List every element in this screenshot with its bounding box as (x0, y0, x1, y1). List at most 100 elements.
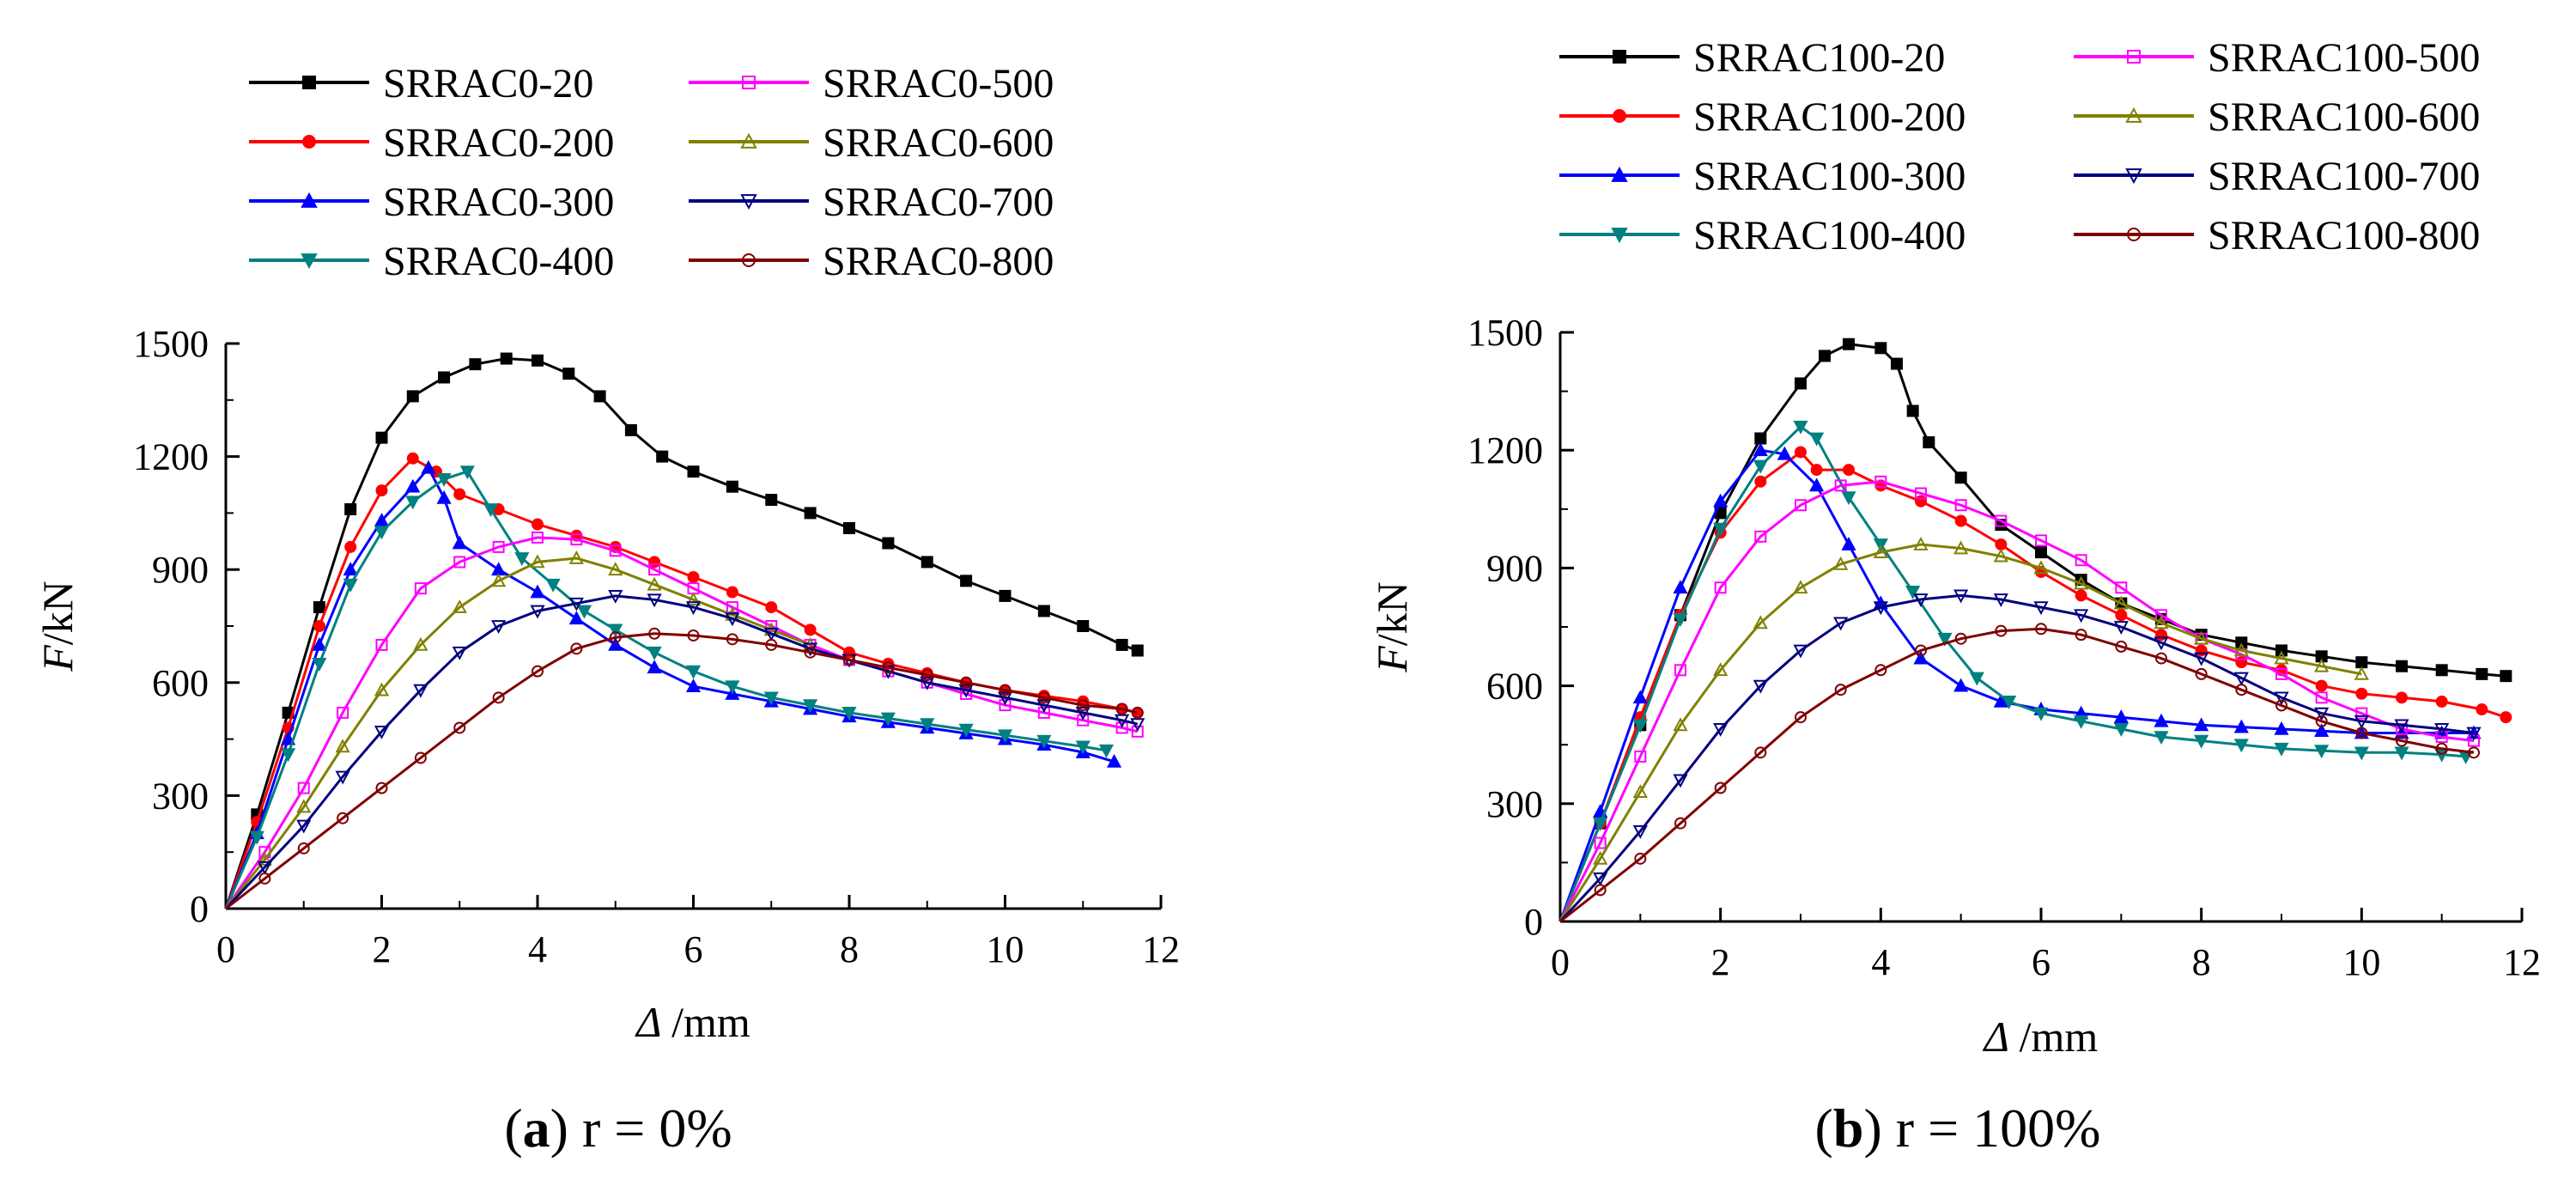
series-SRRAC0-500 (224, 531, 1144, 909)
data-point (483, 503, 499, 518)
data-point (1834, 479, 1847, 492)
x-axis-label: Δ /mm (635, 998, 750, 1046)
data-point (1714, 581, 1727, 594)
panel-caption: (a) r = 0% (504, 1098, 732, 1159)
legend-marker (302, 135, 316, 149)
data-point (880, 712, 896, 727)
data-point (1634, 750, 1647, 763)
data-point (609, 631, 622, 644)
data-point (2396, 691, 2408, 704)
data-point (1995, 514, 2008, 527)
data-point (2235, 636, 2248, 649)
legend-item: SRRAC100-200 (1559, 94, 1965, 140)
data-point (2113, 723, 2129, 737)
data-point (1874, 475, 1887, 488)
data-point (2396, 660, 2408, 672)
data-point (568, 550, 584, 564)
data-point (1754, 746, 1767, 759)
y-axis-symbol: F (1368, 646, 1416, 673)
data-point (725, 612, 740, 627)
data-point (1793, 420, 1808, 435)
data-point (997, 729, 1013, 744)
data-point (413, 636, 428, 651)
data-point (960, 687, 973, 700)
legend-label: SRRAC100-200 (1693, 94, 1965, 140)
data-point (1632, 824, 1648, 839)
data-point (2435, 664, 2448, 677)
x-axis-label: Δ /mm (1983, 1013, 2099, 1061)
data-point (1632, 784, 1648, 798)
data-point (2194, 630, 2209, 645)
data-point (2033, 601, 2049, 616)
x-axis-symbol: Δ (1983, 1013, 2020, 1061)
data-point (375, 638, 388, 651)
data-point (375, 484, 388, 497)
caption-open-paren: ( (1815, 1098, 1833, 1159)
data-point (726, 633, 738, 646)
data-point (687, 629, 700, 642)
data-point (1841, 491, 1856, 506)
data-point (2315, 715, 2328, 727)
data-point (1937, 632, 1953, 647)
caption-text: ) r = 100% (1863, 1098, 2100, 1159)
data-point (647, 646, 662, 660)
data-point (532, 518, 544, 531)
y-tick-label: 600 (152, 662, 209, 704)
x-tick-label: 2 (1711, 941, 1730, 983)
series-line (1558, 424, 2466, 922)
data-point (687, 570, 700, 583)
data-point (1593, 817, 1608, 831)
data-point (312, 636, 327, 651)
data-point (1593, 872, 1608, 886)
data-point (344, 503, 357, 516)
data-point (2075, 554, 2087, 567)
data-point (1906, 404, 1919, 417)
data-point (1713, 662, 1728, 677)
data-point (726, 480, 738, 493)
data-point (2274, 650, 2289, 665)
data-point (453, 721, 466, 734)
data-point (1632, 719, 1648, 733)
legend-marker (2125, 168, 2142, 185)
data-point (1753, 615, 1768, 629)
plot-area (1558, 338, 2512, 923)
data-point (920, 556, 933, 569)
y-tick-label: 0 (190, 888, 209, 930)
y-tick-label: 1500 (133, 323, 209, 365)
data-point (882, 661, 895, 674)
data-point (1873, 601, 1888, 616)
chart-panel-b: 0 300 600 900 1200 1500 0 2 4 6 8 10 12 F/kN Δ /mm SRRA… (1368, 35, 2541, 1159)
data-point (249, 830, 264, 845)
data-point (436, 473, 452, 487)
legend-label: SRRAC100-500 (2208, 35, 2480, 81)
data-point (765, 494, 778, 507)
series-SRRAC0-400 (224, 465, 1115, 909)
data-point (608, 590, 623, 604)
legend-label: SRRAC100-800 (2208, 213, 2480, 258)
y-axis-label: F/kN (33, 581, 82, 672)
legend-item: SRRAC0-600 (689, 120, 1054, 166)
x-tick-label: 12 (2503, 941, 2541, 983)
data-point (297, 842, 310, 855)
series-SRRAC0-20 (224, 352, 1144, 909)
data-point (1077, 714, 1090, 727)
x-tick-label: 4 (1871, 941, 1890, 983)
data-point (453, 488, 466, 501)
data-point (2394, 719, 2409, 733)
legend-marker (740, 194, 757, 210)
legend-item: SRRAC100-500 (2074, 35, 2480, 81)
data-point (2435, 731, 2448, 744)
legend-marker (1613, 109, 1626, 123)
data-point (568, 597, 584, 611)
data-point (803, 699, 818, 714)
data-point (804, 623, 817, 636)
data-point (1954, 499, 1967, 512)
data-point (763, 627, 779, 642)
data-point (2315, 691, 2328, 704)
data-point (1077, 620, 1090, 632)
legend-item: SRRAC0-200 (249, 120, 614, 166)
data-point (2154, 615, 2169, 629)
data-point (2113, 595, 2129, 610)
data-point (2115, 609, 2128, 622)
